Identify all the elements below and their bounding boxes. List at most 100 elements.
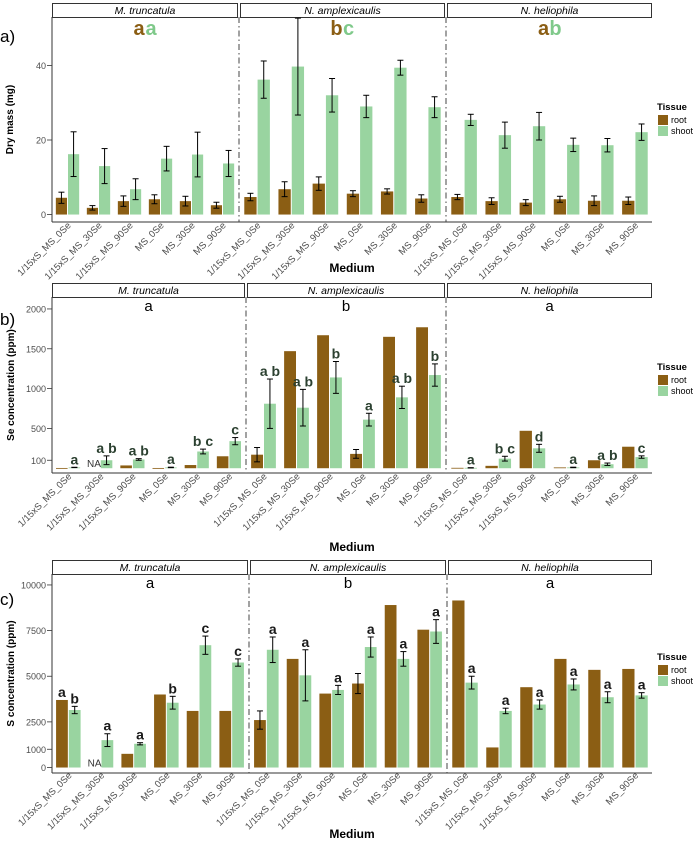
bar-root bbox=[148, 199, 160, 215]
bar-root bbox=[154, 694, 166, 768]
significance-letter: a bbox=[70, 451, 78, 467]
bar-root bbox=[284, 351, 296, 469]
x-tick-label: 1/15xS_MS_30Se bbox=[241, 471, 303, 533]
bar-shoot bbox=[166, 702, 179, 768]
panel-3: c) S concentration (ppm) 0 1000 2500 5000 7500… bbox=[0, 560, 694, 841]
bar-shoot bbox=[68, 154, 80, 215]
x-tick-label: 1/15xS_MS_30Se bbox=[442, 220, 504, 282]
group-letter: a bbox=[538, 18, 550, 40]
x-tick-label: MS_90Se bbox=[397, 220, 434, 257]
x-tick-label: MS_0Se bbox=[539, 220, 573, 254]
bar-shoot bbox=[192, 154, 204, 215]
bar-root bbox=[415, 198, 428, 215]
significance-letter: a bbox=[399, 636, 407, 652]
x-tick-label: MS_30Se bbox=[570, 471, 607, 508]
y-axis-title: S concentration (ppm) bbox=[6, 620, 17, 726]
x-tick-label: MS_30Se bbox=[570, 770, 607, 807]
bar-shoot bbox=[197, 451, 209, 469]
bar-shoot bbox=[601, 697, 614, 768]
significance-letter: a bbox=[604, 676, 612, 692]
bar-root bbox=[186, 710, 199, 768]
bar-shoot bbox=[101, 740, 114, 768]
significance-letter: a bbox=[502, 692, 510, 708]
facet-strip bbox=[447, 3, 652, 18]
significance-letter: a b bbox=[129, 443, 149, 459]
x-tick-label: MS_0Se bbox=[335, 471, 369, 505]
bar-shoot bbox=[291, 66, 305, 215]
significance-letter: a bbox=[467, 452, 475, 468]
significance-letter: a b bbox=[260, 363, 280, 379]
significance-letter: b bbox=[332, 346, 341, 362]
facet-title: N. amplexicaulis bbox=[310, 562, 387, 574]
facet-3: N. heliophilaa1/15xS_MS_0Se1/15xS_MS_30S… bbox=[413, 560, 652, 832]
y-axis-title: Dry mass (mg) bbox=[5, 85, 16, 154]
group-letter: a bbox=[145, 18, 157, 40]
bar-root bbox=[216, 456, 229, 469]
y-tick-label: 0 bbox=[41, 763, 46, 773]
bar-shoot bbox=[498, 135, 512, 215]
legend-swatch-root bbox=[658, 115, 668, 125]
x-tick-label: 1/15xS_MS_30Se bbox=[235, 220, 297, 282]
bar-root bbox=[485, 201, 498, 215]
facet-title: N. heliophila bbox=[521, 5, 579, 17]
facet-strip bbox=[52, 3, 238, 18]
x-tick-label: 1/15xS_MS_0Se bbox=[16, 770, 74, 828]
significance-letter: c bbox=[234, 643, 242, 659]
panel-label: a) bbox=[0, 27, 15, 46]
x-tick-label: MS_30Se bbox=[364, 471, 401, 508]
y-tick-label: 5000 bbox=[26, 672, 46, 682]
legend-title: Tissue bbox=[657, 362, 687, 373]
x-tick-label: 1/15xS_MS_90Se bbox=[477, 770, 539, 832]
significance-letter: c bbox=[201, 620, 209, 636]
bar-shoot bbox=[332, 689, 344, 768]
x-tick-label: 1/15xS_MS_90Se bbox=[77, 471, 139, 533]
facet-title: N. amplexicaulis bbox=[304, 5, 381, 17]
bar-shoot bbox=[364, 647, 377, 768]
facet-strip bbox=[240, 3, 445, 18]
bar-root bbox=[120, 465, 132, 469]
legend-swatch-shoot bbox=[658, 386, 668, 396]
significance-letter: a bbox=[432, 604, 440, 620]
group-letter: b bbox=[344, 575, 352, 592]
x-tick-label: MS_0Se bbox=[539, 471, 573, 505]
facet-1: M. truncatulaa1/15xS_MS_0Se1/15xS_MS_30S… bbox=[16, 283, 247, 533]
x-tick-label: MS_30Se bbox=[363, 220, 400, 257]
bar-root bbox=[587, 200, 601, 215]
y-tick-label: 1000 bbox=[26, 745, 46, 755]
bar-root bbox=[519, 202, 532, 215]
x-tick-label: 1/15xS_MS_90Se bbox=[477, 220, 539, 282]
legend-label-shoot: shoot bbox=[671, 126, 694, 136]
bar-shoot bbox=[297, 407, 309, 469]
x-tick-label: 1/15xS_MS_30Se bbox=[45, 770, 107, 832]
legend-title: Tissue bbox=[657, 652, 687, 663]
bar-root bbox=[451, 467, 464, 469]
bar-root bbox=[55, 197, 67, 215]
bar-shoot bbox=[567, 684, 580, 768]
bar-shoot bbox=[428, 107, 441, 215]
bar-root bbox=[219, 710, 232, 768]
bar-root bbox=[383, 336, 395, 469]
bar-shoot bbox=[635, 695, 648, 768]
x-tick-label: 1/15xS_MS_90Se bbox=[276, 770, 338, 832]
legend-label-shoot: shoot bbox=[671, 386, 694, 396]
significance-letter: c bbox=[231, 422, 239, 438]
significance-letter: a bbox=[570, 663, 578, 679]
x-tick-label: MS_30Se bbox=[366, 770, 403, 807]
bar-shoot bbox=[161, 158, 173, 215]
facet-strip bbox=[52, 283, 245, 298]
x-tick-label: 1/15xS_MS_0Se bbox=[16, 471, 74, 529]
facet-title: M. truncatula bbox=[115, 5, 176, 17]
bar-shoot bbox=[464, 119, 477, 215]
bar-shoot bbox=[134, 743, 146, 768]
x-tick-label: 1/15xS_MS_30Se bbox=[443, 770, 505, 832]
x-tick-label: MS_30Se bbox=[166, 471, 203, 508]
y-tick-label: 7500 bbox=[26, 626, 46, 636]
bar-root bbox=[286, 658, 299, 768]
bar-shoot bbox=[396, 397, 408, 469]
x-axis-title: Medium bbox=[329, 827, 374, 841]
bar-shoot bbox=[229, 441, 241, 469]
group-letter: b bbox=[342, 298, 350, 315]
bar-root bbox=[352, 683, 364, 768]
legend-label-root: root bbox=[671, 115, 687, 125]
